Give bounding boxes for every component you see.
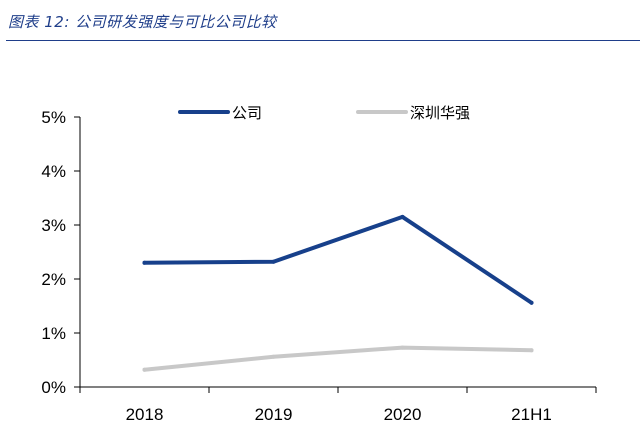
y-tick-label: 5% <box>41 108 66 127</box>
data-point <box>529 348 534 353</box>
x-tick-label: 2020 <box>384 405 422 424</box>
y-tick-label: 4% <box>41 162 66 181</box>
y-axis-ticks: 0% 1% 2% 3% 4% 5% <box>41 108 80 397</box>
x-tick-label: 2018 <box>126 405 164 424</box>
series-lines <box>142 214 534 372</box>
y-tick-label: 1% <box>41 324 66 343</box>
data-point <box>271 354 276 359</box>
data-point <box>400 345 405 350</box>
axes <box>79 117 596 388</box>
series-line <box>142 345 534 372</box>
data-point <box>142 367 147 372</box>
x-tick-label: 21H1 <box>511 405 552 424</box>
data-point <box>271 259 276 264</box>
x-tick-label: 2019 <box>255 405 293 424</box>
y-tick-label: 3% <box>41 216 66 235</box>
y-tick-label: 0% <box>41 378 66 397</box>
legend-label: 深圳华强 <box>410 104 470 122</box>
series-line <box>142 214 534 305</box>
data-point <box>400 214 405 219</box>
y-tick-label: 2% <box>41 270 66 289</box>
figure-caption: 图表 12: 公司研发强度与可比公司比较 <box>8 13 277 31</box>
legend-label: 公司 <box>232 104 262 122</box>
caption-divider <box>6 40 640 41</box>
legend: 公司 深圳华强 <box>178 104 470 122</box>
x-axis-ticks: 2018 2019 2020 21H1 <box>79 387 597 424</box>
data-point <box>142 260 147 265</box>
data-point <box>529 300 534 305</box>
